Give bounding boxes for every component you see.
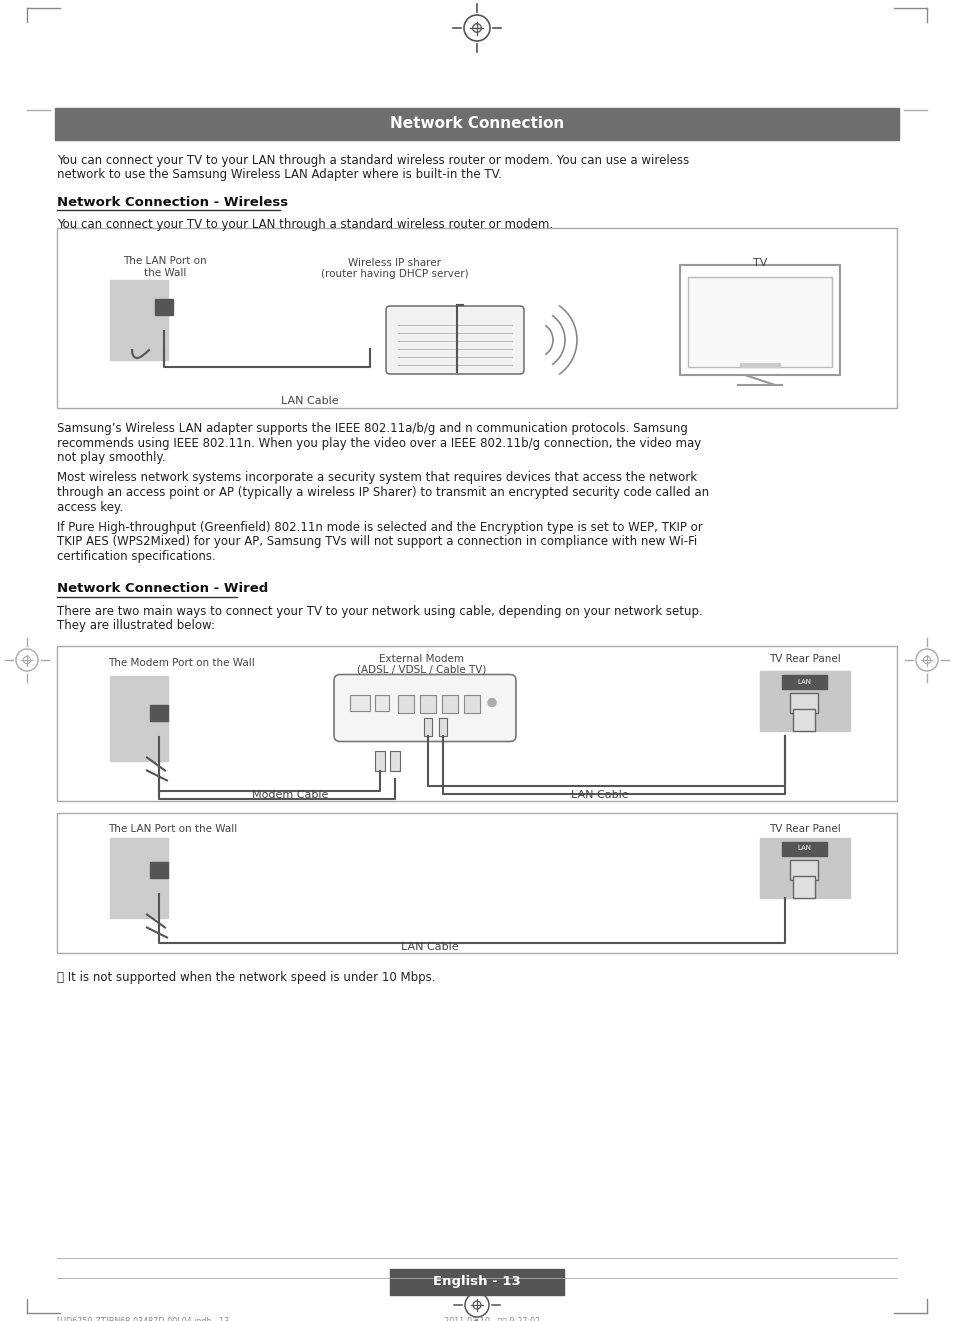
Bar bbox=[438, 717, 447, 736]
Bar bbox=[390, 1269, 563, 1295]
Text: You can connect your TV to your LAN through a standard wireless router or modem.: You can connect your TV to your LAN thro… bbox=[57, 218, 553, 231]
Text: The LAN Port on the Wall: The LAN Port on the Wall bbox=[108, 824, 237, 835]
Bar bbox=[110, 838, 168, 918]
Text: TV Rear Panel: TV Rear Panel bbox=[768, 654, 840, 663]
Text: Network Connection: Network Connection bbox=[390, 116, 563, 132]
Text: Modem Cable: Modem Cable bbox=[252, 790, 328, 801]
FancyBboxPatch shape bbox=[386, 306, 523, 374]
Bar bbox=[375, 695, 389, 711]
Bar bbox=[150, 704, 168, 720]
Text: [UD6750-ZT]BN68-03487D-00L04.indb   13                                          : [UD6750-ZT]BN68-03487D-00L04.indb 13 bbox=[57, 1316, 539, 1321]
Bar bbox=[760, 671, 849, 731]
Text: They are illustrated below:: They are illustrated below: bbox=[57, 620, 214, 631]
Bar bbox=[789, 692, 817, 712]
Bar bbox=[154, 299, 172, 314]
Text: English - 13: English - 13 bbox=[433, 1276, 520, 1288]
Text: not play smoothly.: not play smoothly. bbox=[57, 450, 166, 464]
Bar bbox=[687, 277, 831, 367]
Bar bbox=[419, 695, 436, 712]
Text: TV Rear Panel: TV Rear Panel bbox=[768, 824, 840, 835]
Text: LAN Cable: LAN Cable bbox=[281, 396, 338, 406]
Text: (router having DHCP server): (router having DHCP server) bbox=[321, 269, 468, 279]
FancyBboxPatch shape bbox=[334, 675, 516, 741]
Bar bbox=[150, 861, 168, 877]
Bar bbox=[57, 229, 896, 408]
Text: The Modem Port on the Wall: The Modem Port on the Wall bbox=[108, 658, 254, 667]
Text: (ADSL / VDSL / Cable TV): (ADSL / VDSL / Cable TV) bbox=[357, 664, 486, 675]
Bar bbox=[679, 266, 840, 375]
Bar bbox=[781, 675, 826, 688]
Text: certification specifications.: certification specifications. bbox=[57, 550, 215, 563]
Text: Most wireless network systems incorporate a security system that requires device: Most wireless network systems incorporat… bbox=[57, 472, 697, 485]
Text: The LAN Port on: The LAN Port on bbox=[123, 256, 207, 266]
Bar bbox=[350, 695, 370, 711]
Bar bbox=[57, 812, 896, 952]
Text: External Modem: External Modem bbox=[379, 654, 464, 663]
Bar bbox=[423, 717, 432, 736]
Text: recommends using IEEE 802.11n. When you play the video over a IEEE 802.11b/g con: recommends using IEEE 802.11n. When you … bbox=[57, 436, 700, 449]
Bar bbox=[375, 750, 385, 770]
Text: Network Connection - Wireless: Network Connection - Wireless bbox=[57, 196, 288, 209]
Bar bbox=[57, 646, 896, 801]
Text: through an access point or AP (typically a wireless IP Sharer) to transmit an en: through an access point or AP (typically… bbox=[57, 486, 708, 499]
Bar bbox=[760, 838, 849, 897]
Text: LAN: LAN bbox=[796, 845, 810, 852]
Text: TKIP AES (WPS2Mixed) for your AP, Samsung TVs will not support a connection in c: TKIP AES (WPS2Mixed) for your AP, Samsun… bbox=[57, 535, 697, 548]
Bar bbox=[110, 675, 168, 761]
Text: Network Connection - Wired: Network Connection - Wired bbox=[57, 583, 268, 596]
Text: ␹ It is not supported when the network speed is under 10 Mbps.: ␹ It is not supported when the network s… bbox=[57, 971, 435, 984]
Text: access key.: access key. bbox=[57, 501, 123, 514]
Bar bbox=[463, 695, 479, 712]
Bar bbox=[781, 841, 826, 856]
Bar bbox=[789, 860, 817, 880]
Bar bbox=[792, 876, 814, 897]
Text: There are two main ways to connect your TV to your network using cable, dependin: There are two main ways to connect your … bbox=[57, 605, 702, 617]
Bar bbox=[792, 708, 814, 731]
Bar bbox=[55, 108, 898, 140]
Text: network to use the Samsung Wireless LAN Adapter where is built-in the TV.: network to use the Samsung Wireless LAN … bbox=[57, 168, 501, 181]
Bar bbox=[110, 280, 168, 361]
Text: TV: TV bbox=[752, 258, 766, 268]
Text: Wireless IP sharer: Wireless IP sharer bbox=[348, 258, 441, 268]
Bar bbox=[390, 750, 399, 770]
Text: If Pure High-throughput (Greenfield) 802.11n mode is selected and the Encryption: If Pure High-throughput (Greenfield) 802… bbox=[57, 520, 702, 534]
Bar bbox=[781, 881, 788, 897]
Bar bbox=[740, 363, 780, 367]
Bar bbox=[441, 695, 457, 712]
Text: LAN Cable: LAN Cable bbox=[401, 942, 458, 952]
Text: LAN: LAN bbox=[796, 679, 810, 684]
Bar bbox=[397, 695, 414, 712]
Text: Samsung’s Wireless LAN adapter supports the IEEE 802.11a/b/g and n communication: Samsung’s Wireless LAN adapter supports … bbox=[57, 421, 687, 435]
Text: LAN Cable: LAN Cable bbox=[571, 790, 628, 801]
Text: You can connect your TV to your LAN through a standard wireless router or modem.: You can connect your TV to your LAN thro… bbox=[57, 155, 688, 166]
Circle shape bbox=[488, 699, 496, 707]
Text: the Wall: the Wall bbox=[144, 268, 186, 277]
